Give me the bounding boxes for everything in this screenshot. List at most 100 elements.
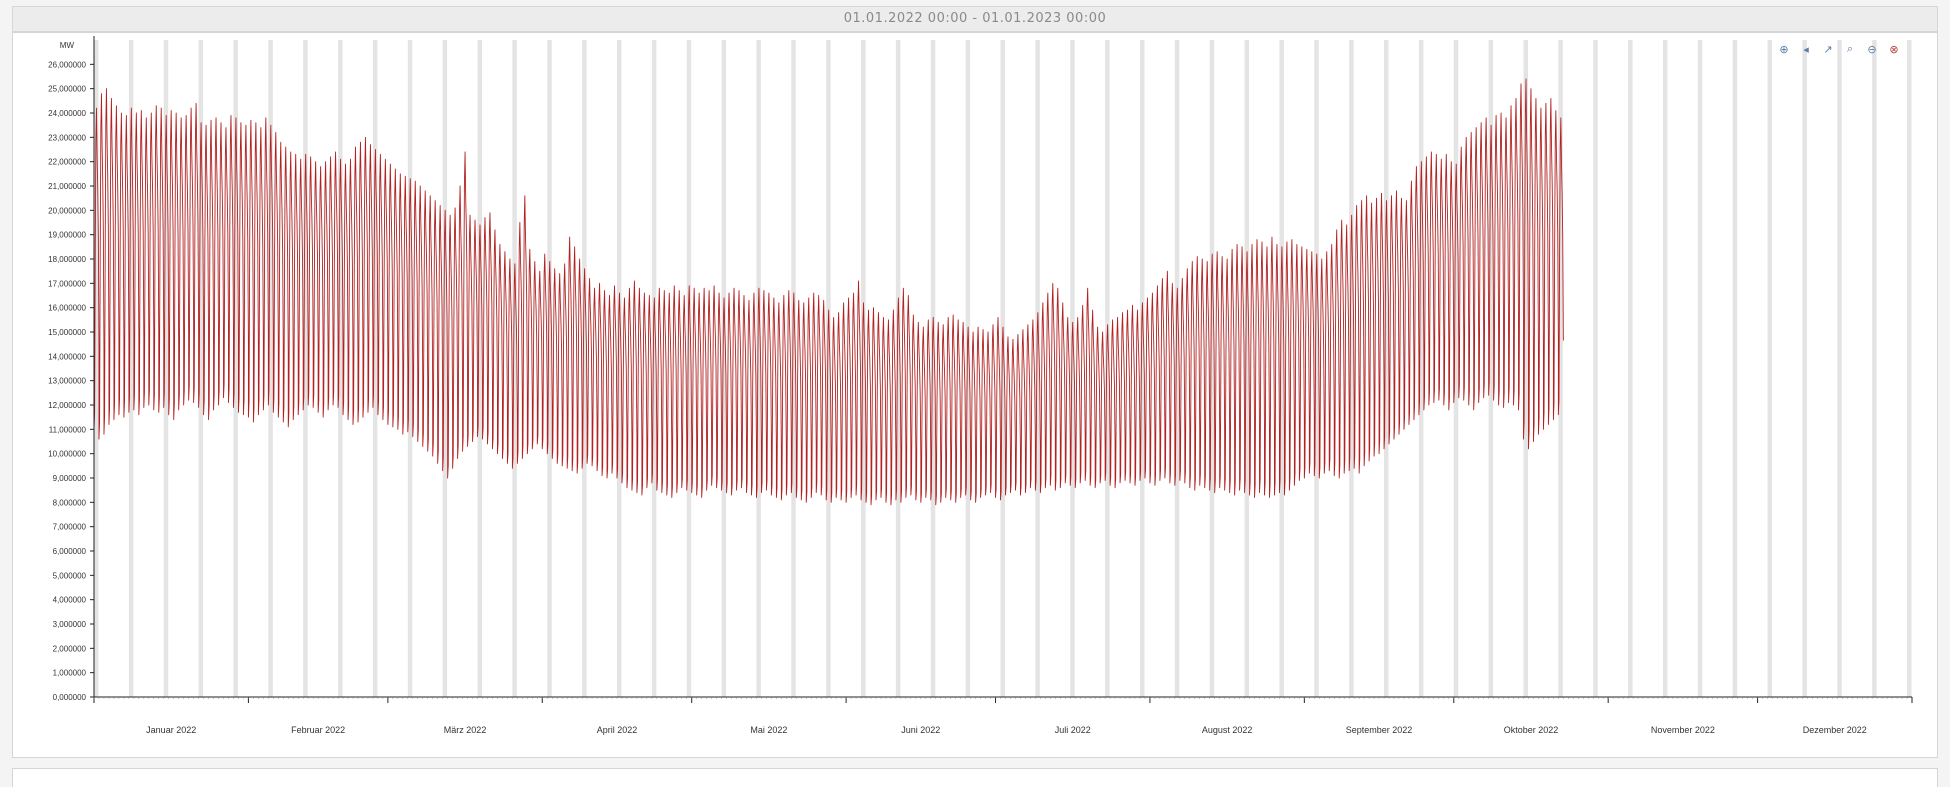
y-tick-label: 1,000000: [53, 669, 87, 678]
weekend-band: [1593, 40, 1598, 697]
weekend-band: [965, 40, 971, 697]
load-chart[interactable]: 0,000000 1,000000 2,000000 3,000000 4,000000…: [12, 32, 1938, 758]
y-tick-label: 22,000000: [48, 158, 86, 167]
y-tick-label: 26,000000: [48, 60, 86, 69]
y-tick-label: 12,000000: [48, 401, 86, 410]
weekend-band: [1907, 40, 1912, 697]
weekend-band: [198, 40, 204, 697]
zoom-area-icon[interactable]: ⌕: [1846, 42, 1854, 55]
y-tick-label: 25,000000: [48, 85, 86, 94]
y-tick-label: 10,000000: [48, 450, 86, 459]
y-tick-label: 8,000000: [53, 498, 87, 507]
weekend-band: [477, 40, 483, 697]
weekend-band: [826, 40, 831, 697]
reset-icon[interactable]: ⊗: [1889, 42, 1899, 56]
weekend-band: [1523, 40, 1528, 697]
weekend-band: [1174, 40, 1180, 697]
weekend-band: [686, 40, 692, 697]
date-range-label: 01.01.2022 00:00 - 01.01.2023 00:00: [843, 11, 1107, 26]
load-line: [93, 78, 1564, 506]
weekend-band: [1418, 40, 1424, 697]
y-tick-label: 3,000000: [53, 620, 87, 629]
weekend-band: [512, 40, 517, 697]
x-tick-label: Februar 2022: [291, 725, 345, 735]
weekend-band: [1070, 40, 1075, 697]
y-tick-label: 7,000000: [53, 523, 87, 532]
x-tick-label: Oktober 2022: [1504, 725, 1559, 735]
weekend-band: [1244, 40, 1250, 697]
y-tick-label: 17,000000: [48, 279, 86, 288]
zoom-fit-icon[interactable]: ⊕: [1779, 42, 1789, 56]
weekend-band: [1837, 40, 1842, 697]
weekend-band: [1279, 40, 1284, 697]
load-series: [93, 78, 1564, 506]
weekend-band: [1314, 40, 1319, 697]
y-tick-label: 5,000000: [53, 571, 87, 580]
weekend-band: [1872, 40, 1877, 697]
weekend-band: [861, 40, 866, 697]
weekend-band: [1697, 40, 1703, 697]
y-tick-labels: 0,000000 1,000000 2,000000 3,000000 4,000000…: [48, 41, 86, 702]
weekend-band: [94, 40, 99, 697]
y-tick-label: 14,000000: [48, 352, 86, 361]
y-tick-label: 6,000000: [53, 547, 87, 556]
axes: [90, 36, 1913, 703]
chart-toolbar: ⊕ ◂ ↗ ⌕ ⊖ ⊗: [1775, 41, 1903, 59]
y-tick-label: 11,000000: [49, 425, 87, 434]
weekend-band: [616, 40, 622, 697]
weekend-band: [1209, 40, 1215, 697]
y-tick-label: 15,000000: [48, 328, 86, 337]
select-icon[interactable]: ↗: [1823, 42, 1833, 56]
weekend-band: [372, 40, 378, 697]
weekend-band: [1453, 40, 1459, 697]
weekend-band: [1628, 40, 1633, 697]
y-tick-label: 4,000000: [53, 596, 87, 605]
x-tick-label: September 2022: [1346, 725, 1413, 735]
weekend-band: [1662, 40, 1668, 697]
weekend-band: [163, 40, 169, 697]
x-tick-labels: Januar 2022 Februar 2022 März 2022 April 20…: [146, 725, 1867, 735]
weekend-band: [1488, 40, 1494, 697]
y-tick-label: 24,000000: [48, 109, 86, 118]
weekend-band: [1802, 40, 1807, 697]
weekend-band: [338, 40, 343, 697]
y-tick-label: 18,000000: [48, 255, 86, 264]
y-tick-label: 9,000000: [53, 474, 87, 483]
x-tick-label: Januar 2022: [146, 725, 196, 735]
weekend-band: [895, 40, 901, 697]
zoom-out-icon[interactable]: ⊖: [1867, 42, 1877, 56]
y-tick-label: 21,000000: [48, 182, 86, 191]
y-tick-label: 19,000000: [48, 231, 86, 240]
x-tick-label: August 2022: [1202, 725, 1253, 735]
weekend-bands: [94, 40, 1912, 697]
weekend-band: [791, 40, 796, 697]
weekend-band: [547, 40, 552, 697]
y-tick-label: 16,000000: [48, 304, 86, 313]
x-tick-label: März 2022: [444, 725, 487, 735]
weekend-band: [1732, 40, 1738, 697]
weekend-band: [930, 40, 936, 697]
weekend-band: [407, 40, 413, 697]
weekend-band: [268, 40, 273, 697]
x-tick-label: Juli 2022: [1055, 725, 1091, 735]
x-tick-label: Juni 2022: [901, 725, 940, 735]
back-icon[interactable]: ◂: [1803, 42, 1809, 56]
weekend-band: [1105, 40, 1110, 697]
y-tick-label: 20,000000: [48, 206, 86, 215]
footer-panel: [12, 768, 1938, 787]
weekend-band: [1000, 40, 1005, 697]
x-tick-label: November 2022: [1651, 725, 1715, 735]
weekend-band: [303, 40, 308, 697]
y-tick-label: 13,000000: [48, 377, 86, 386]
weekend-band: [756, 40, 761, 697]
weekend-band: [128, 40, 134, 697]
weekend-band: [1139, 40, 1145, 697]
weekend-band: [721, 40, 727, 697]
date-range-title: 01.01.2022 00:00 - 01.01.2023 00:00: [12, 6, 1938, 32]
weekend-band: [233, 40, 238, 697]
weekend-band: [651, 40, 657, 697]
weekend-band: [1767, 40, 1773, 697]
x-tick-label: April 2022: [597, 725, 638, 735]
weekend-band: [1035, 40, 1040, 697]
weekend-band: [1349, 40, 1354, 697]
